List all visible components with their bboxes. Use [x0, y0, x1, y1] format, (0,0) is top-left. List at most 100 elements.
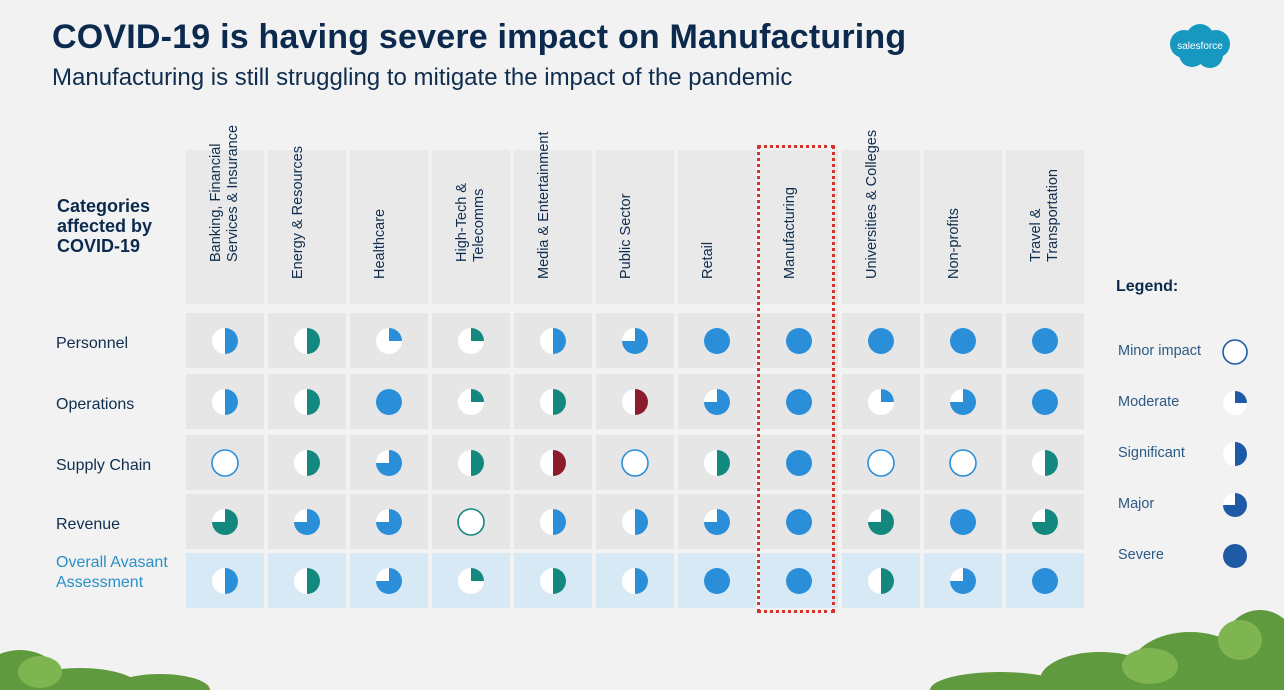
harvey-ball-significant — [212, 389, 238, 415]
table-cell — [186, 553, 264, 608]
table-cell — [596, 313, 674, 368]
harvey-ball-significant — [458, 450, 484, 476]
legend-label: Major — [1118, 496, 1155, 512]
column-header-label: Retail — [700, 241, 716, 279]
column-header-label: Banking, Financial Services & Insurance — [208, 124, 241, 262]
legend-label: Minor impact — [1118, 343, 1201, 359]
table-cell — [514, 435, 592, 490]
harvey-ball-significant — [540, 509, 566, 535]
table-cell — [186, 374, 264, 429]
legend-harvey-ball-icon — [1223, 493, 1247, 517]
table-cell — [514, 494, 592, 549]
table-cell — [678, 494, 756, 549]
harvey-ball-significant — [622, 568, 648, 594]
column-header: Banking, Financial Services & Insurance — [186, 125, 264, 304]
table-cell — [678, 313, 756, 368]
table-cell — [186, 435, 264, 490]
table-cell — [924, 313, 1002, 368]
harvey-ball-severe — [1032, 328, 1058, 354]
table-cell — [268, 313, 346, 368]
table-cell — [1006, 374, 1084, 429]
legend-harvey-ball-icon — [1223, 442, 1247, 466]
column-header: Media & Entertainment — [514, 132, 592, 304]
harvey-ball-significant — [540, 328, 566, 354]
legend-label: Significant — [1118, 445, 1185, 461]
column-header: Retail — [678, 150, 756, 304]
harvey-ball-severe — [786, 328, 812, 354]
column-header: Non-profits — [924, 150, 1002, 304]
table-cell — [514, 553, 592, 608]
table-cell — [1006, 435, 1084, 490]
harvey-ball-moderate — [458, 568, 484, 594]
harvey-ball-significant — [622, 509, 648, 535]
table-cell — [596, 494, 674, 549]
harvey-ball-severe — [786, 389, 812, 415]
column-header: Manufacturing — [760, 150, 838, 304]
harvey-ball-major — [704, 509, 730, 535]
table-cell — [268, 374, 346, 429]
harvey-ball-significant — [212, 328, 238, 354]
table-cell — [842, 313, 920, 368]
table-cell — [596, 553, 674, 608]
harvey-ball-major — [376, 450, 402, 476]
harvey-ball-minor-impact — [211, 449, 239, 477]
row-label: Personnel — [56, 335, 129, 352]
page-subtitle: Manufacturing is still struggling to mit… — [52, 64, 793, 91]
harvey-ball-significant — [540, 389, 566, 415]
table-cell — [760, 553, 838, 608]
table-cell — [596, 374, 674, 429]
table-cell — [678, 435, 756, 490]
table-cell — [1006, 494, 1084, 549]
harvey-ball-severe — [704, 328, 730, 354]
table-cell — [432, 374, 510, 429]
legend-harvey-ball-icon — [1222, 339, 1248, 365]
harvey-ball-severe — [868, 328, 894, 354]
harvey-ball-moderate — [868, 389, 894, 415]
table-cell — [350, 494, 428, 549]
table-cell — [350, 313, 428, 368]
column-header: High-Tech & Telecomms — [432, 150, 510, 304]
column-header-label: Universities & Colleges — [864, 129, 880, 279]
harvey-ball-minor-impact — [621, 449, 649, 477]
table-cell — [186, 313, 264, 368]
legend-label: Moderate — [1118, 394, 1180, 410]
harvey-ball-significant — [1032, 450, 1058, 476]
table-cell — [1006, 313, 1084, 368]
table-cell — [760, 374, 838, 429]
table-cell — [842, 494, 920, 549]
table-cell — [432, 494, 510, 549]
table-cell — [924, 374, 1002, 429]
row-label: Revenue — [56, 516, 121, 533]
column-header-label: Media & Entertainment — [536, 131, 552, 280]
table-cell — [1006, 553, 1084, 608]
column-header-label: Travel & Transportation — [1028, 169, 1061, 262]
page-title: COVID-19 is having severe impact on Manu… — [52, 18, 907, 56]
column-header: Healthcare — [350, 150, 428, 304]
legend-title: Legend: — [1116, 278, 1179, 295]
harvey-ball-major — [868, 509, 894, 535]
table-cell — [432, 313, 510, 368]
harvey-ball-major — [950, 389, 976, 415]
table-cell — [760, 313, 838, 368]
harvey-ball-moderate — [458, 328, 484, 354]
harvey-ball-severe — [950, 328, 976, 354]
salesforce-logo: salesforce — [1170, 24, 1230, 68]
harvey-ball-moderate — [376, 328, 402, 354]
overall-row-label: Overall Avasant Assessment — [56, 554, 168, 591]
table-cell — [350, 435, 428, 490]
harvey-ball-major — [704, 389, 730, 415]
column-header: Energy & Resources — [268, 146, 346, 304]
table-cell — [678, 374, 756, 429]
table-cell — [432, 435, 510, 490]
table-cell — [514, 374, 592, 429]
harvey-ball-significant — [294, 328, 320, 354]
harvey-ball-minor-impact — [457, 508, 485, 536]
harvey-ball-severe — [950, 509, 976, 535]
table-cell — [350, 374, 428, 429]
foliage-decoration — [0, 610, 1284, 690]
harvey-ball-moderate — [458, 389, 484, 415]
table-cell — [268, 435, 346, 490]
column-header-label: Non-profits — [946, 208, 962, 279]
harvey-ball-major — [622, 328, 648, 354]
table-cell — [350, 553, 428, 608]
